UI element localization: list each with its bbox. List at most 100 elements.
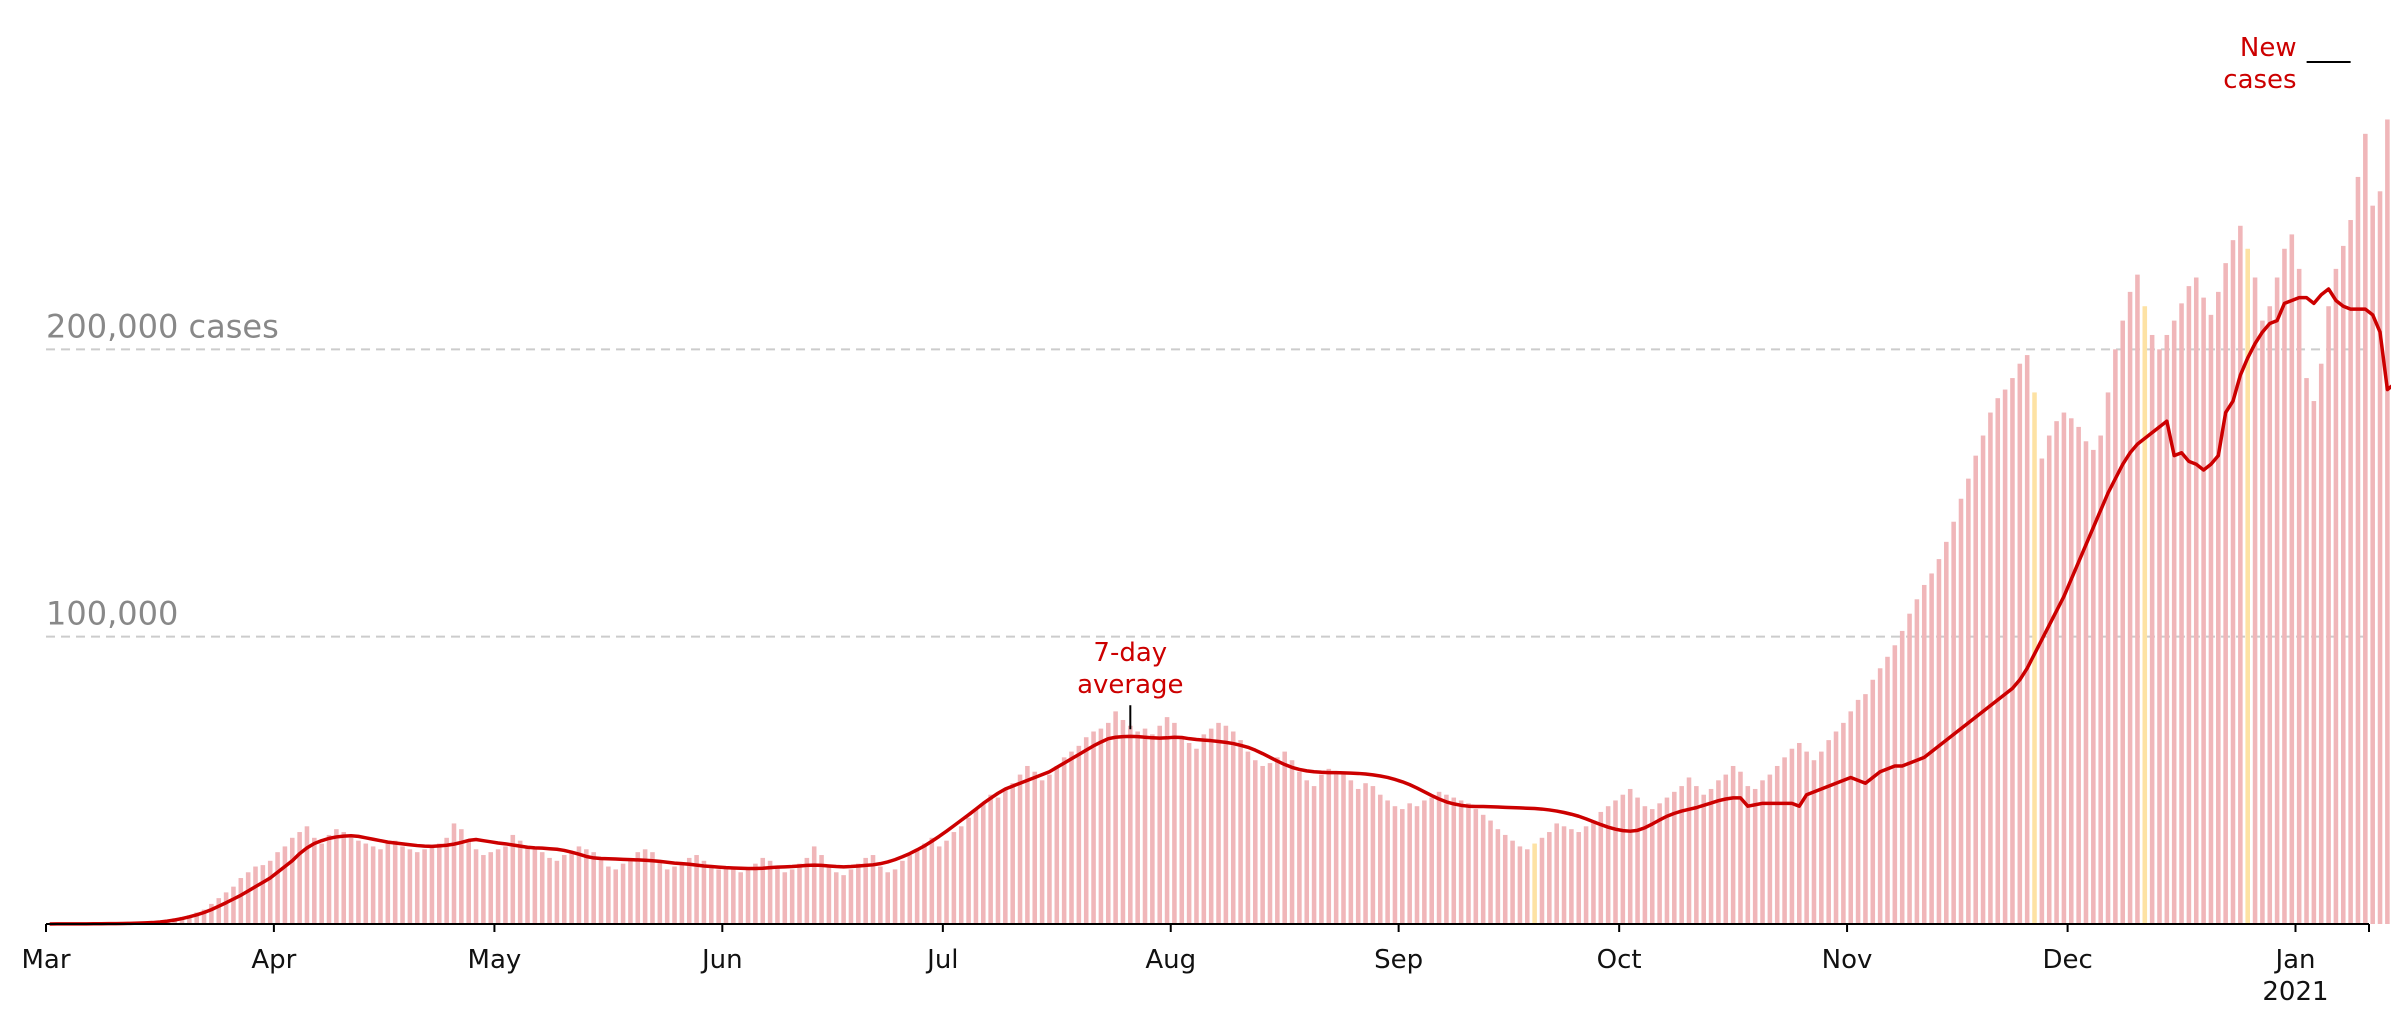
bar [606,866,611,924]
bar [833,872,839,924]
bar [1400,809,1405,924]
bar [1326,768,1332,924]
bar [2333,268,2339,924]
bar [2238,225,2243,924]
bar [282,846,288,924]
bar [466,840,471,924]
bar [2208,314,2214,925]
bar [1627,788,1633,924]
bar [1973,455,1978,924]
bar [1377,794,1383,924]
bar [1811,760,1817,924]
bar [1532,843,1537,924]
bar [2010,378,2015,924]
bar [1502,834,1508,924]
bar [1076,745,1082,924]
bar [319,843,324,924]
line-layer [49,287,2391,926]
bar [503,846,508,924]
bar [437,843,442,924]
bar [1311,786,1317,924]
x-tick-label: Jul [925,945,958,975]
bar [1510,840,1515,924]
bar [2311,401,2317,924]
annotation-text: 7-day [1093,638,1167,668]
bar [1142,728,1148,924]
bar [2223,263,2228,924]
bar [584,849,589,924]
bar [481,855,486,924]
bar [598,857,604,924]
bar [392,840,398,924]
bar [664,869,670,924]
bar [1267,763,1273,924]
bar [2024,355,2030,925]
bar [231,886,236,924]
bar [973,809,979,924]
bar [1672,791,1677,924]
bar [620,863,626,924]
bar [1385,800,1390,924]
bar [1201,734,1207,924]
gridline-label-0: 100,000 [46,595,178,633]
bar [238,878,244,924]
bar [1936,559,1942,924]
bar [856,863,861,924]
bar [444,837,449,924]
bar [929,837,935,924]
bar [2098,435,2103,924]
bar [1591,820,1596,924]
bar [1848,711,1854,924]
bar [400,846,405,924]
bar [1547,832,1552,924]
bar [2142,306,2148,925]
bar [1885,656,1890,924]
bar [679,863,685,924]
x-tick-label: Jan [2273,945,2315,975]
bar [356,840,361,924]
bar [547,857,552,924]
bar [701,860,707,924]
bar [1223,725,1229,924]
bar [576,846,582,924]
x-tick-label: Dec [2042,945,2092,975]
bar [1995,398,2001,924]
bar [407,849,413,924]
bar [1760,780,1765,924]
bar [635,852,641,924]
bar [1194,748,1199,924]
bar [2318,363,2324,924]
bar [312,837,317,924]
bar [1392,806,1398,924]
bar [1870,679,1876,924]
bar [2201,297,2206,924]
average-line [49,287,2391,926]
bar [2076,426,2081,924]
x-tick-label: Oct [1597,945,1642,975]
bar [900,860,905,924]
bar [686,857,692,924]
bar [179,916,185,924]
bars-layer [47,119,2390,925]
x-tick-label: Mar [21,945,70,975]
bar [1172,722,1177,924]
bar [1525,849,1530,924]
bar [1289,760,1295,924]
bar [892,869,898,924]
bar [1282,751,1287,924]
bar [995,797,1001,924]
bar [760,857,766,924]
bar [1921,584,1927,924]
bar [650,852,655,924]
bar [341,832,347,924]
bar [1429,797,1434,924]
bar [201,909,207,924]
bar [804,857,810,924]
bar [1583,826,1589,924]
bar [1186,742,1192,924]
bar [2017,363,2023,924]
bar [194,912,199,924]
bar [1003,788,1008,924]
bar [1745,786,1751,924]
